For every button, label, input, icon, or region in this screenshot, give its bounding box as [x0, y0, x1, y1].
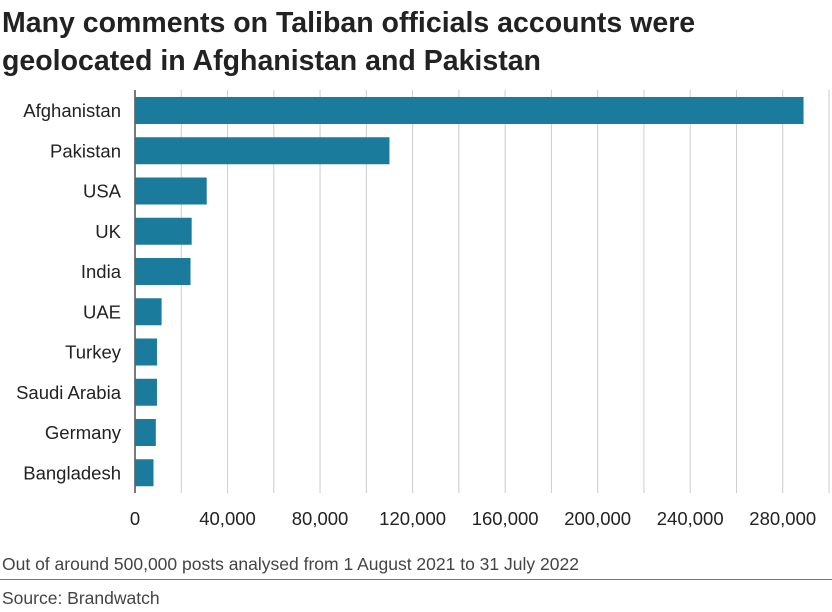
bar — [135, 177, 207, 205]
bar — [135, 298, 162, 326]
x-tick-label: 80,000 — [292, 508, 349, 529]
category-label: India — [81, 261, 122, 282]
category-label: Saudi Arabia — [16, 382, 122, 403]
bar — [135, 459, 154, 487]
x-tick-labels: 0 40,000 80,000 120,000 160,000 200,000 240,00… — [130, 508, 816, 529]
category-label: UK — [95, 221, 121, 242]
bar — [135, 217, 192, 245]
bar-chart: Afghanistan Pakistan USA UK India UAE Turkey Sa… — [16, 90, 830, 529]
x-tick-label: 280,000 — [749, 508, 816, 529]
bars — [135, 97, 804, 487]
footer-divider — [0, 579, 832, 580]
bar — [135, 419, 156, 446]
category-label: Germany — [45, 422, 122, 443]
x-tick-label: 120,000 — [379, 508, 446, 529]
x-tick-label: 0 — [130, 508, 140, 529]
bar — [135, 137, 390, 165]
chart-source: Source: Brandwatch — [2, 588, 160, 608]
x-tick-label: 200,000 — [564, 508, 631, 529]
bar — [135, 97, 804, 124]
category-label: USA — [83, 181, 122, 202]
x-tick-label: 160,000 — [472, 508, 539, 529]
bar — [135, 378, 157, 406]
category-label: Bangladesh — [23, 462, 121, 483]
category-label: UAE — [83, 301, 121, 322]
category-label: Afghanistan — [23, 100, 121, 121]
bar — [135, 338, 157, 366]
category-labels: Afghanistan Pakistan USA UK India UAE Turkey Sa… — [16, 100, 122, 483]
category-label: Pakistan — [50, 140, 121, 161]
category-label: Turkey — [65, 342, 122, 363]
chart-note: Out of around 500,000 posts analysed fro… — [2, 554, 579, 574]
chart-title: Many comments on Taliban officials accou… — [2, 7, 696, 77]
x-tick-label: 40,000 — [199, 508, 256, 529]
x-tick-label: 240,000 — [657, 508, 724, 529]
bar — [135, 258, 191, 285]
